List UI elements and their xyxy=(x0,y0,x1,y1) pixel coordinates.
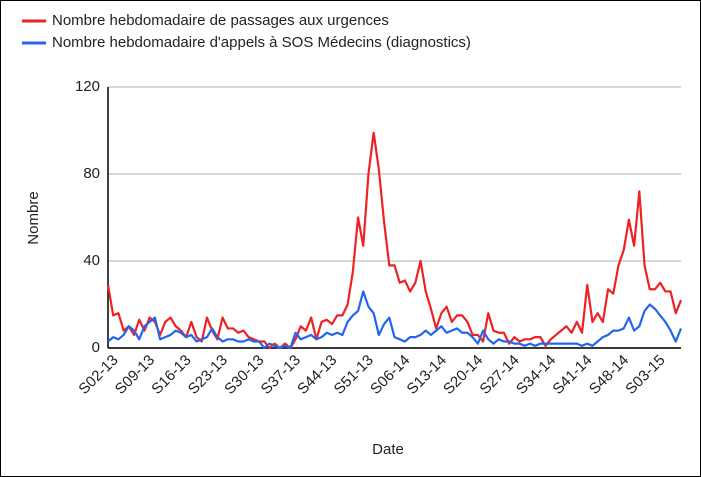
x-axis-label: Date xyxy=(372,441,404,458)
y-tick-label: 0 xyxy=(92,339,100,356)
y-tick-label: 80 xyxy=(83,165,100,182)
series-line xyxy=(107,290,683,350)
series-line xyxy=(106,131,683,350)
y-tick-label: 120 xyxy=(75,78,100,95)
y-axis-label: Nombre xyxy=(25,191,42,244)
y-tick-label: 40 xyxy=(83,252,100,269)
legend-label: Nombre hebdomadaire d'appels à SOS Médec… xyxy=(52,34,471,51)
legend-label: Nombre hebdomadaire de passages aux urge… xyxy=(52,12,389,29)
